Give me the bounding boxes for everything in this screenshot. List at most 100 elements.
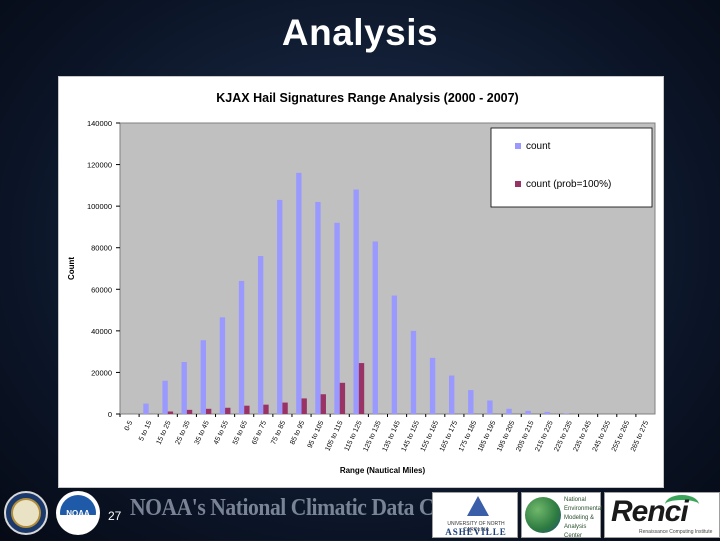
renci-wordmark: Renci bbox=[611, 495, 689, 528]
legend-swatch bbox=[515, 181, 521, 187]
bar-count bbox=[315, 201, 321, 414]
bar-count bbox=[468, 390, 474, 414]
x-tick-label: 245 to 255 bbox=[592, 420, 612, 453]
x-tick-label: 215 to 225 bbox=[534, 420, 554, 453]
bar-count bbox=[487, 400, 493, 414]
nemac-line: National bbox=[564, 497, 587, 503]
legend-label: count bbox=[526, 141, 551, 152]
ncdc-banner: NOAA's National Climatic Data Center bbox=[130, 495, 480, 521]
bar-count bbox=[296, 172, 302, 414]
bar-count bbox=[143, 403, 149, 414]
doc-seal-logo bbox=[4, 491, 48, 535]
nemac-logo: National Environmental Modeling & Analys… bbox=[521, 492, 602, 541]
renci-tagline: Renaissance Computing Institute bbox=[639, 529, 713, 535]
unca-logo: UNIVERSITY OF NORTH CAROLINA ASHEVILLE bbox=[432, 492, 518, 538]
bar-count bbox=[544, 411, 550, 414]
bar-count-prob100 bbox=[320, 394, 326, 414]
x-tick-label: 65 to 75 bbox=[251, 420, 268, 446]
x-tick-label: 175 to 185 bbox=[458, 420, 478, 453]
bar-count bbox=[410, 330, 417, 414]
bar-count bbox=[506, 408, 512, 414]
bar-count-prob100 bbox=[301, 398, 307, 414]
legend-box bbox=[490, 127, 653, 208]
x-tick-label: 155 to 165 bbox=[420, 420, 440, 453]
legend-swatch bbox=[515, 143, 521, 149]
bar-count bbox=[200, 340, 206, 414]
noaa-logo: NOAA bbox=[56, 491, 100, 535]
bar-count bbox=[334, 222, 340, 414]
bar-count bbox=[257, 256, 264, 414]
x-tick-label: 195 to 205 bbox=[496, 420, 516, 453]
bar-count bbox=[563, 413, 570, 414]
y-axis-label: Count bbox=[67, 257, 76, 280]
x-tick-label: 5 to 15 bbox=[138, 420, 153, 442]
y-tick-label: 120000 bbox=[87, 161, 112, 170]
chart-frame: KJAX Hail Signatures Range Analysis (200… bbox=[58, 76, 664, 488]
y-tick-label: 40000 bbox=[91, 327, 112, 336]
globe-icon bbox=[525, 497, 561, 533]
y-tick-label: 80000 bbox=[91, 244, 112, 253]
bar-count-prob100 bbox=[339, 382, 346, 414]
bar-count bbox=[353, 189, 359, 414]
x-tick-label: 45 to 55 bbox=[213, 420, 230, 446]
doc-seal-inner bbox=[11, 498, 41, 528]
bar-count bbox=[372, 241, 378, 414]
legend-label: count (prob=100%) bbox=[526, 179, 611, 190]
x-tick-label: 95 to 105 bbox=[307, 420, 326, 450]
x-tick-label: 135 to 145 bbox=[382, 420, 402, 453]
slide-title: Analysis bbox=[281, 12, 439, 53]
bar-count bbox=[449, 375, 455, 414]
footer-bar: NOAA 27 NOAA's National Climatic Data Ce… bbox=[0, 487, 720, 540]
unca-line: UNIVERSITY OF NORTH CAROLINA bbox=[447, 521, 505, 533]
bar-count bbox=[277, 199, 283, 414]
y-tick-label: 20000 bbox=[91, 368, 112, 377]
x-tick-label: 235 to 245 bbox=[573, 420, 593, 453]
bar-count-prob100 bbox=[225, 407, 231, 414]
bar-count-prob100 bbox=[282, 402, 288, 414]
bar-count-prob100 bbox=[186, 409, 193, 414]
noaa-logo-mark: NOAA bbox=[60, 495, 96, 531]
nemac-line: Environmental bbox=[564, 506, 603, 512]
y-tick-label: 0 bbox=[108, 410, 112, 419]
unca-name: ASHEVILLE bbox=[445, 527, 507, 537]
x-tick-label: 185 to 195 bbox=[477, 420, 497, 453]
x-tick-label: 55 to 65 bbox=[232, 420, 249, 446]
bar-count-prob100 bbox=[263, 404, 269, 414]
x-tick-label: 255 to 265 bbox=[611, 420, 631, 453]
bar-count bbox=[238, 280, 245, 414]
bar-count bbox=[181, 362, 187, 414]
bar-count-prob100 bbox=[205, 408, 212, 414]
y-tick-label: 140000 bbox=[87, 119, 112, 128]
x-tick-label: 0-5 bbox=[124, 420, 135, 432]
bar-count bbox=[429, 357, 436, 414]
nemac-line: Center bbox=[564, 533, 583, 539]
nemac-lines: National Environmental Modeling & Analys… bbox=[564, 496, 602, 541]
x-tick-label: 165 to 175 bbox=[439, 420, 459, 453]
chart-title: KJAX Hail Signatures Range Analysis (200… bbox=[216, 91, 518, 105]
x-tick-label: 85 to 95 bbox=[289, 420, 306, 446]
bar-count-prob100 bbox=[358, 363, 365, 414]
y-tick-label: 60000 bbox=[91, 285, 112, 294]
nemac-line: Analysis bbox=[564, 524, 587, 530]
x-tick-label: 205 to 215 bbox=[515, 420, 535, 453]
unca-mark-icon bbox=[467, 496, 489, 516]
x-tick-label: 75 to 85 bbox=[270, 420, 287, 446]
bar-count bbox=[219, 317, 226, 414]
x-tick-label: 265 to 275 bbox=[630, 420, 650, 453]
bar-count bbox=[391, 295, 398, 414]
hail-range-chart: KJAX Hail Signatures Range Analysis (200… bbox=[67, 91, 656, 475]
x-tick-label: 125 to 135 bbox=[362, 420, 382, 453]
x-tick-label: 35 to 45 bbox=[194, 420, 211, 446]
nemac-line: Modeling & bbox=[564, 515, 595, 521]
x-tick-label: 25 to 35 bbox=[175, 420, 192, 446]
bar-count bbox=[162, 380, 168, 414]
renci-arc-icon bbox=[665, 495, 699, 514]
x-axis-label: Range (Nautical Miles) bbox=[340, 466, 426, 475]
bar-count-prob100 bbox=[167, 411, 174, 414]
page-number: 27 bbox=[108, 509, 122, 523]
renci-logo: Renci Renaissance Computing Institute bbox=[604, 492, 720, 538]
bar-count-prob100 bbox=[244, 405, 250, 414]
x-tick-label: 225 to 235 bbox=[554, 420, 574, 453]
y-tick-label: 100000 bbox=[87, 202, 112, 211]
x-tick-label: 115 to 125 bbox=[344, 420, 364, 453]
